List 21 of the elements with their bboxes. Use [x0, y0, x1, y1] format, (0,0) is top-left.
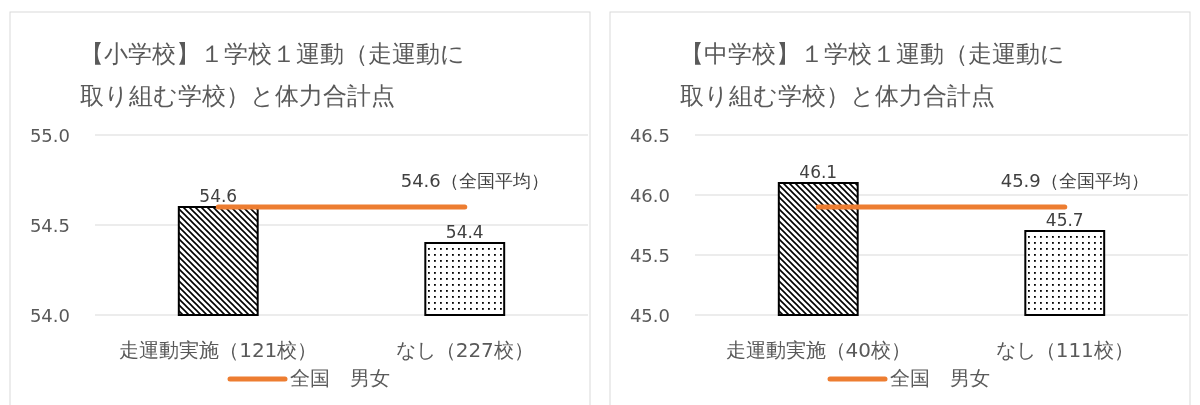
chart-title: 【中学校】１学校１運動（走運動に取り組む学校）と体力合計点 — [680, 40, 1065, 110]
legend-label: 全国 男女 — [890, 366, 990, 390]
data-label: 46.1 — [799, 162, 838, 182]
x-tick-label: なし（227校） — [395, 338, 534, 362]
y-tick-label: 45.0 — [629, 305, 670, 326]
x-tick-label: なし（111校） — [995, 338, 1134, 362]
y-tick-label: 54.0 — [29, 305, 70, 326]
y-tick-label: 45.5 — [629, 245, 670, 266]
y-tick-label: 55.0 — [29, 125, 70, 146]
chart-title: 【小学校】１学校１運動（走運動に取り組む学校）と体力合計点 — [80, 40, 465, 110]
data-label: 54.6 — [199, 186, 238, 206]
legend-label: 全国 男女 — [290, 366, 390, 390]
x-tick-label: 走運動実施（40校） — [725, 338, 911, 362]
y-tick-label: 46.5 — [629, 125, 670, 146]
y-tick-label: 46.0 — [629, 185, 670, 206]
x-tick-label: 走運動実施（121校） — [119, 338, 318, 362]
data-label: 45.9（全国平均） — [1000, 170, 1149, 191]
data-label: 54.4 — [445, 222, 484, 242]
data-label: 54.6（全国平均） — [400, 170, 549, 191]
y-tick-label: 54.5 — [29, 215, 70, 236]
data-label: 45.7 — [1045, 210, 1084, 230]
